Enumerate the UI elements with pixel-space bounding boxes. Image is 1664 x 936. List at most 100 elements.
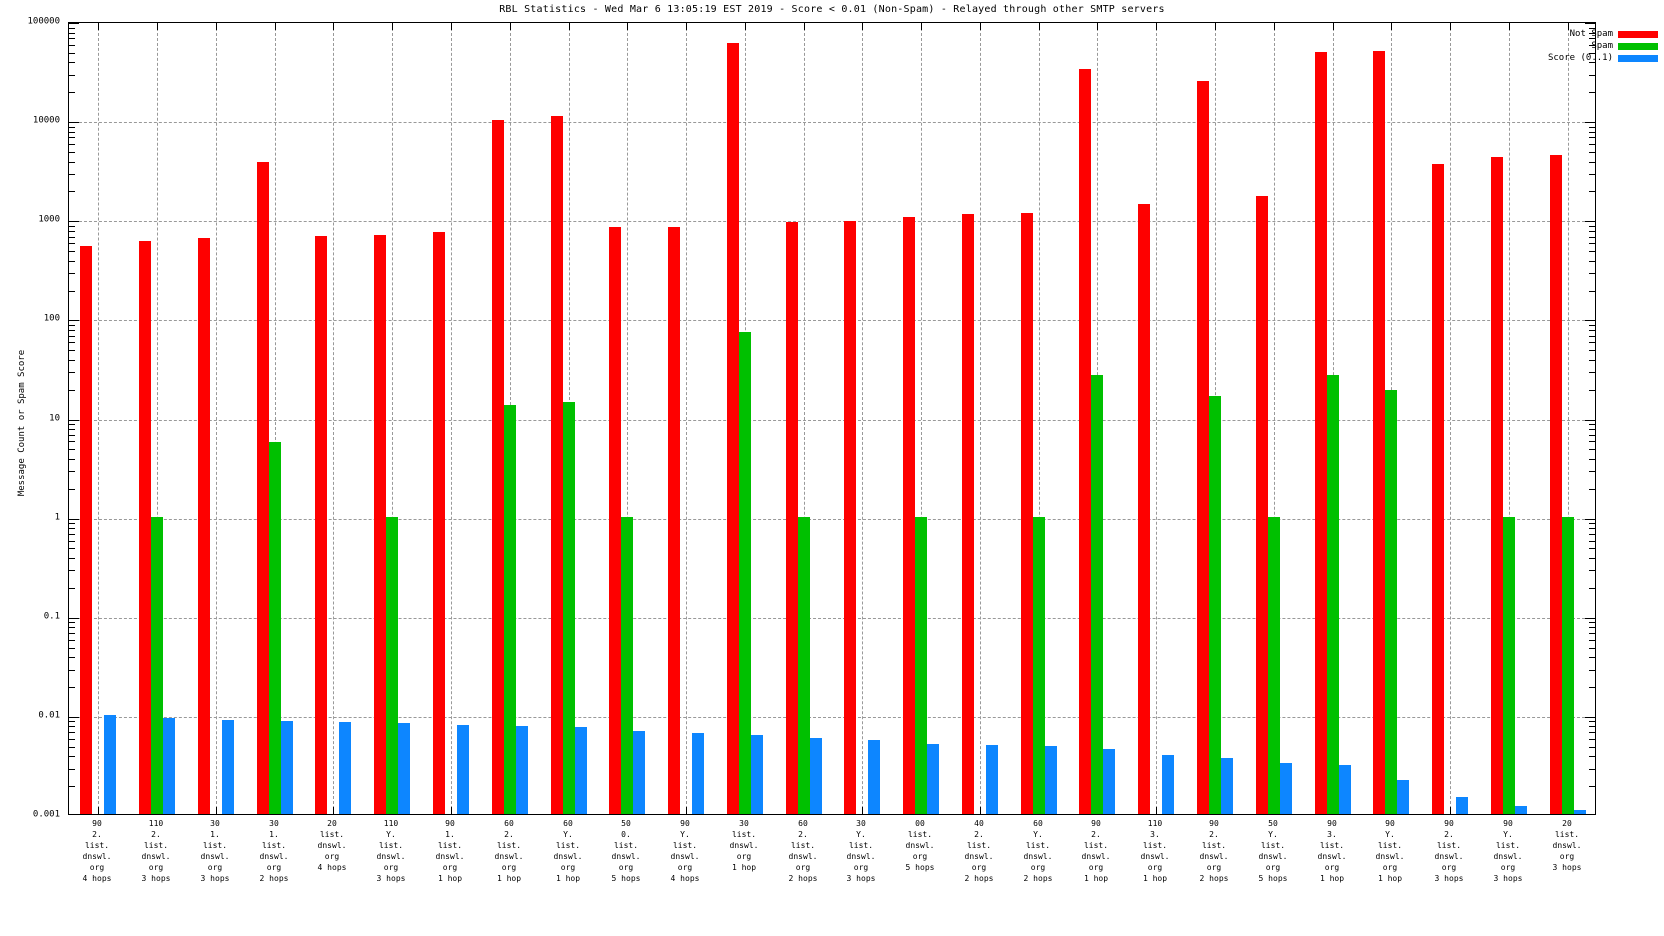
x-axis-tick-label-line: dnswl.: [611, 852, 641, 861]
x-axis-tick-label-line: list.: [1083, 841, 1109, 850]
x-axis-tick-label-line: 1 hop: [1319, 874, 1345, 883]
x-axis-tick-label-line: org: [1382, 863, 1398, 872]
x-axis-tick-label-line: dnswl.: [1140, 852, 1170, 861]
x-axis-tick-label-line: list.: [731, 830, 757, 839]
x-axis-tick-label: 20 list. dnswl. org 3 hops: [1553, 818, 1582, 873]
x-axis-tick-label-line: list.: [848, 841, 874, 850]
y-axis-tick-label: 10: [49, 413, 60, 423]
gridline-horizontal: [69, 518, 1595, 520]
x-axis-tick-label: 00 list. dnswl. org 5 hops: [906, 818, 935, 873]
y-axis-tick-minor: [69, 488, 75, 490]
x-axis-tick-label-line: org: [1441, 863, 1457, 872]
y-axis-tick-minor: [1589, 738, 1595, 740]
x-axis-tick: [1215, 23, 1216, 30]
x-axis-tick-label-line: org: [1324, 863, 1340, 872]
x-axis-tick-label-line: 60: [1033, 819, 1043, 828]
x-axis-tick: [1333, 23, 1334, 30]
y-axis-tick-major: [69, 221, 79, 223]
x-axis-tick: [451, 807, 452, 814]
x-axis-tick: [1450, 23, 1451, 30]
bar-not-spam: [786, 222, 798, 814]
bar-score: [281, 721, 293, 814]
bar-score: [810, 738, 822, 814]
y-axis-tick-minor: [1589, 687, 1595, 689]
bar-not-spam: [1256, 196, 1268, 814]
y-axis-tick-minor: [1589, 151, 1595, 153]
x-axis-tick-label-line: 2.: [151, 830, 161, 839]
x-axis-tick-label: 30 1. list. dnswl. org 3 hops: [201, 818, 230, 884]
bar-score: [1103, 749, 1115, 814]
y-axis-tick-minor: [1589, 746, 1595, 748]
x-axis-tick-label: 30 Y. list. dnswl. org 3 hops: [847, 818, 876, 884]
x-axis-tick-label-line: 60: [798, 819, 808, 828]
y-axis-tick-major: [69, 320, 79, 322]
x-axis-tick: [98, 23, 99, 30]
x-axis-tick-label-line: list.: [1436, 841, 1462, 850]
bar-score: [1339, 765, 1351, 814]
y-axis-tick-minor: [1589, 359, 1595, 361]
x-axis-tick-label-line: dnswl.: [200, 852, 230, 861]
gridline-vertical: [275, 23, 276, 814]
x-axis-tick-label-line: dnswl.: [1375, 852, 1405, 861]
bar-not-spam: [1550, 155, 1562, 814]
y-axis-tick-minor: [1589, 647, 1595, 649]
y-axis-tick-minor: [1589, 350, 1595, 352]
legend-item: Spam: [1548, 40, 1658, 52]
x-axis-tick-label-line: dnswl.: [846, 852, 876, 861]
bar-spam: [739, 332, 751, 814]
bar-not-spam: [727, 43, 739, 814]
x-axis-tick: [804, 23, 805, 30]
bar-not-spam: [1491, 157, 1503, 814]
y-axis-tick-minor: [1589, 74, 1595, 76]
x-axis-tick-label-line: org: [971, 863, 987, 872]
y-axis-tick-label: 1: [54, 512, 60, 523]
x-axis-tick-label-line: 90: [1327, 819, 1337, 828]
bar-not-spam: [609, 227, 621, 814]
x-axis-labels: 90 2. list. dnswl. org 4 hops 110 2. list. dnswl.…: [68, 818, 1596, 936]
gridline-vertical: [686, 23, 687, 814]
x-axis-tick-label-line: 3 hops: [200, 874, 230, 883]
x-axis-tick: [1156, 807, 1157, 814]
x-axis-tick-label-line: dnswl.: [141, 852, 171, 861]
y-axis-tick-minor: [1589, 449, 1595, 451]
y-axis-tick-major: [69, 716, 79, 718]
x-axis-tick-label-line: 110: [148, 819, 164, 828]
y-axis-tick-minor: [69, 726, 75, 728]
gridline-horizontal: [69, 122, 1595, 124]
bar-spam: [1033, 517, 1045, 814]
y-axis-title: Message Count or Spam Score: [17, 349, 27, 497]
y-axis-tick-minor: [1589, 721, 1595, 723]
y-axis-tick-minor: [69, 126, 75, 128]
y-axis-tick-major: [1585, 320, 1595, 322]
x-axis-tick: [216, 807, 217, 814]
y-axis-tick-minor: [1589, 324, 1595, 326]
y-axis-tick-minor: [69, 191, 75, 193]
y-axis-tick-minor: [1589, 92, 1595, 94]
y-axis-tick-minor: [69, 335, 75, 337]
x-axis-tick-label-line: list.: [907, 830, 933, 839]
y-axis-tick-minor: [1589, 329, 1595, 331]
x-axis-tick-label: 110 2. list. dnswl. org 3 hops: [142, 818, 171, 884]
y-axis-tick-minor: [69, 633, 75, 635]
y-axis-tick-minor: [69, 324, 75, 326]
x-axis-tick-label-line: 2.: [974, 830, 984, 839]
y-axis-tick-minor: [69, 639, 75, 641]
x-axis-tick-label-line: 3 hops: [1434, 874, 1464, 883]
bar-score: [1456, 797, 1468, 814]
bar-spam: [915, 517, 927, 814]
y-axis-tick-minor: [69, 458, 75, 460]
x-axis-tick-label-line: 3 hops: [376, 874, 406, 883]
x-axis-tick-label-line: org: [1500, 863, 1516, 872]
gridline-horizontal: [69, 617, 1595, 619]
y-axis-tick-minor: [1589, 144, 1595, 146]
x-axis-tick-label: 110 Y. list. dnswl. org 3 hops: [377, 818, 406, 884]
gridline-vertical: [1450, 23, 1451, 814]
legend-item: Not Spam: [1548, 28, 1658, 40]
y-axis-tick-label: 0.01: [38, 710, 60, 721]
x-axis-tick: [1274, 23, 1275, 30]
bar-score: [1162, 755, 1174, 814]
chart-title: RBL Statistics - Wed Mar 6 13:05:19 EST …: [499, 4, 1165, 15]
gridline-vertical: [627, 23, 628, 814]
gridline-vertical: [1274, 23, 1275, 814]
x-axis-tick-label-line: list.: [319, 830, 345, 839]
